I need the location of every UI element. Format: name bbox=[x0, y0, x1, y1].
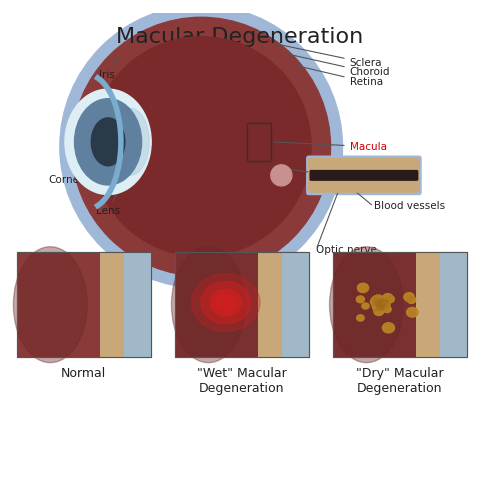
Text: Pupil: Pupil bbox=[66, 127, 98, 139]
Ellipse shape bbox=[374, 307, 384, 316]
Circle shape bbox=[91, 37, 311, 257]
Text: Macula: Macula bbox=[274, 142, 387, 152]
Polygon shape bbox=[258, 252, 282, 357]
Polygon shape bbox=[100, 252, 124, 357]
Text: Sclera: Sclera bbox=[275, 44, 382, 68]
Ellipse shape bbox=[171, 247, 245, 363]
Ellipse shape bbox=[356, 296, 365, 303]
Ellipse shape bbox=[357, 315, 364, 321]
Ellipse shape bbox=[376, 304, 384, 310]
Ellipse shape bbox=[407, 307, 418, 317]
Ellipse shape bbox=[370, 297, 381, 306]
Ellipse shape bbox=[377, 300, 390, 310]
Ellipse shape bbox=[65, 89, 151, 195]
Ellipse shape bbox=[383, 294, 393, 302]
Ellipse shape bbox=[370, 297, 381, 306]
Bar bbox=[333, 252, 467, 357]
Ellipse shape bbox=[13, 247, 87, 363]
Ellipse shape bbox=[376, 304, 383, 310]
Ellipse shape bbox=[385, 295, 394, 303]
Ellipse shape bbox=[404, 293, 414, 301]
Ellipse shape bbox=[374, 307, 384, 316]
Text: Blood vessels: Blood vessels bbox=[374, 202, 445, 212]
Ellipse shape bbox=[377, 298, 388, 307]
Text: "Wet" Macular
Degeneration: "Wet" Macular Degeneration bbox=[197, 367, 287, 395]
Ellipse shape bbox=[382, 323, 395, 333]
Bar bbox=[17, 252, 151, 357]
Text: "Dry" Macular
Degeneration: "Dry" Macular Degeneration bbox=[356, 367, 444, 395]
FancyBboxPatch shape bbox=[307, 156, 421, 195]
Ellipse shape bbox=[357, 315, 364, 321]
Ellipse shape bbox=[383, 306, 391, 312]
Bar bbox=[175, 252, 309, 357]
Circle shape bbox=[72, 17, 331, 276]
Polygon shape bbox=[282, 252, 309, 357]
Polygon shape bbox=[440, 252, 467, 357]
Ellipse shape bbox=[372, 301, 385, 311]
Ellipse shape bbox=[377, 298, 388, 307]
Ellipse shape bbox=[376, 304, 383, 310]
Ellipse shape bbox=[404, 293, 414, 301]
Ellipse shape bbox=[407, 296, 416, 303]
Ellipse shape bbox=[356, 296, 365, 303]
Ellipse shape bbox=[372, 295, 383, 305]
Ellipse shape bbox=[385, 295, 394, 303]
Ellipse shape bbox=[382, 323, 395, 333]
Ellipse shape bbox=[376, 299, 385, 307]
Text: Optic disc
(blind spot): Optic disc (blind spot) bbox=[350, 162, 410, 184]
Bar bbox=[333, 252, 467, 357]
Ellipse shape bbox=[357, 283, 368, 292]
Ellipse shape bbox=[372, 295, 383, 305]
Text: Normal: Normal bbox=[61, 367, 106, 380]
Text: Cornea: Cornea bbox=[49, 159, 86, 185]
Circle shape bbox=[60, 6, 342, 288]
Ellipse shape bbox=[362, 303, 369, 309]
Text: Macular Degeneration: Macular Degeneration bbox=[116, 27, 363, 47]
Text: Retina: Retina bbox=[297, 66, 383, 87]
Ellipse shape bbox=[376, 299, 385, 307]
Polygon shape bbox=[124, 252, 151, 357]
Ellipse shape bbox=[362, 303, 369, 309]
Ellipse shape bbox=[372, 301, 385, 311]
Ellipse shape bbox=[383, 306, 391, 312]
FancyBboxPatch shape bbox=[310, 170, 418, 180]
Ellipse shape bbox=[376, 304, 384, 310]
Ellipse shape bbox=[374, 295, 384, 303]
Ellipse shape bbox=[374, 295, 384, 303]
Ellipse shape bbox=[217, 295, 235, 310]
Text: Lens: Lens bbox=[96, 173, 127, 216]
Ellipse shape bbox=[357, 283, 368, 292]
Text: Optic nerve: Optic nerve bbox=[316, 244, 377, 255]
Text: Iris: Iris bbox=[99, 56, 118, 80]
Ellipse shape bbox=[377, 300, 390, 310]
Ellipse shape bbox=[192, 274, 260, 332]
Ellipse shape bbox=[383, 294, 393, 302]
Ellipse shape bbox=[380, 300, 389, 307]
Ellipse shape bbox=[111, 108, 149, 175]
Circle shape bbox=[271, 165, 292, 186]
Bar bbox=[175, 252, 309, 357]
Polygon shape bbox=[416, 252, 440, 357]
Ellipse shape bbox=[75, 99, 142, 185]
Bar bbox=[247, 122, 271, 161]
Ellipse shape bbox=[91, 118, 125, 166]
Ellipse shape bbox=[407, 296, 416, 303]
Ellipse shape bbox=[330, 247, 403, 363]
Ellipse shape bbox=[407, 307, 418, 317]
Bar bbox=[17, 252, 151, 357]
Ellipse shape bbox=[380, 300, 389, 307]
Ellipse shape bbox=[210, 289, 241, 316]
Text: Choroid: Choroid bbox=[288, 54, 390, 78]
Ellipse shape bbox=[201, 282, 251, 324]
FancyBboxPatch shape bbox=[308, 159, 419, 192]
